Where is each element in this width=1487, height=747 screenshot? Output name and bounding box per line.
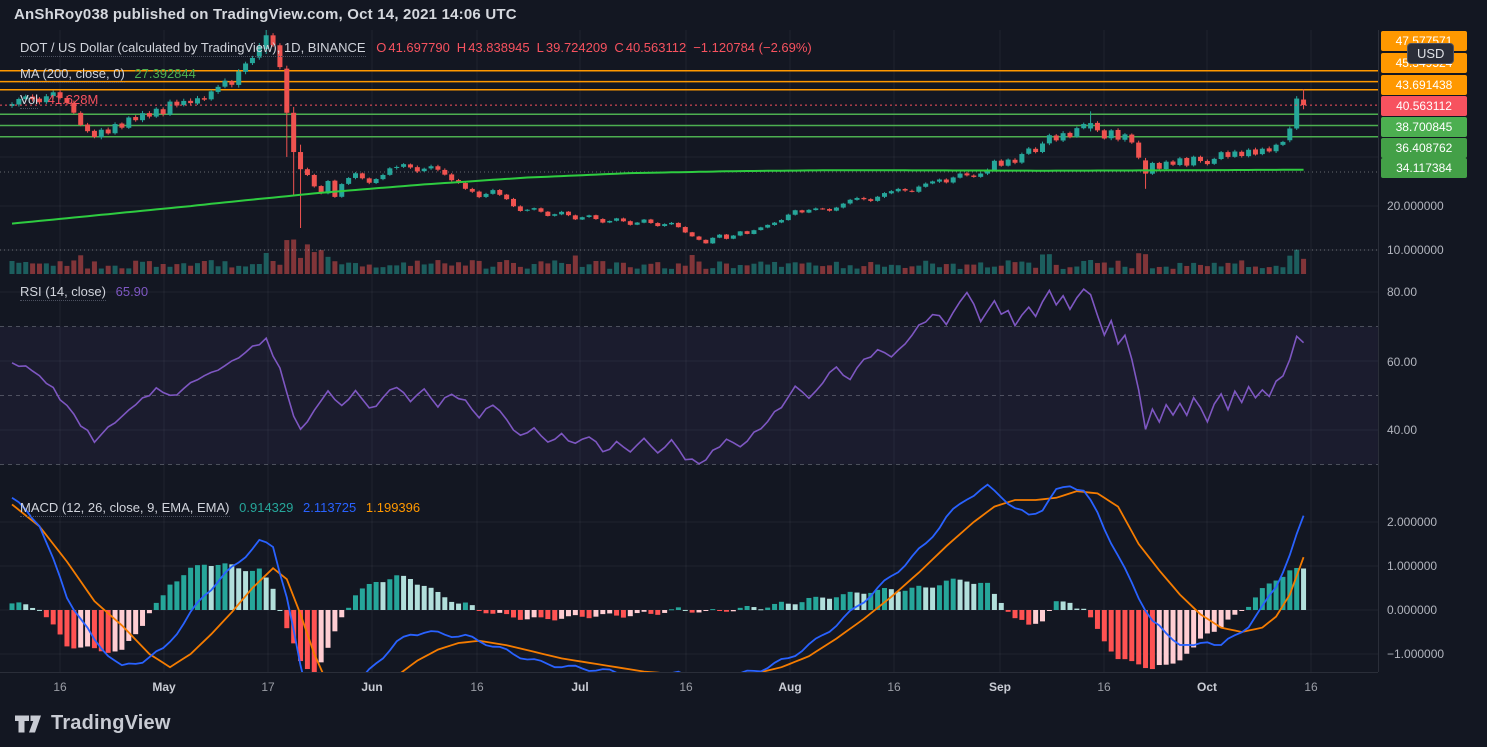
macd-signal-value: 1.199396 bbox=[365, 500, 421, 515]
volume-legend-label[interactable]: Vol bbox=[20, 92, 39, 109]
scale-label: 0.000000 bbox=[1387, 603, 1438, 617]
macd-chart-canvas[interactable] bbox=[0, 466, 1378, 672]
scale-label: 40.00 bbox=[1387, 423, 1418, 437]
rsi-chart-canvas[interactable] bbox=[0, 278, 1378, 466]
ma-value: 27.392844 bbox=[134, 66, 196, 81]
change-value: −1.120784 (−2.69%) bbox=[693, 40, 812, 55]
scale-label: −1.000000 bbox=[1387, 647, 1445, 661]
macd-line-value: 2.113725 bbox=[303, 500, 357, 515]
low-value: 39.724209 bbox=[545, 40, 608, 55]
scale-label: 20.000000 bbox=[1387, 199, 1444, 213]
time-tick-16: 16 bbox=[1097, 680, 1111, 694]
main-chart-canvas[interactable] bbox=[0, 30, 1378, 278]
symbol-title[interactable]: DOT / US Dollar (calculated by TradingVi… bbox=[20, 40, 366, 57]
macd-legend[interactable]: MACD (12, 26, close, 9, EMA, EMA) 0.9143… bbox=[20, 500, 421, 517]
open-value: 41.697790 bbox=[388, 40, 450, 55]
time-tick-16: 16 bbox=[679, 680, 693, 694]
time-axis[interactable]: 16 May 17 Jun 16 Jul 16 Aug 16 Sep 16 Oct 16 bbox=[0, 672, 1378, 701]
price-level-label: 40.563112 bbox=[1381, 96, 1467, 116]
time-tick-16: 16 bbox=[887, 680, 901, 694]
volume-legend[interactable]: Vol 41.628M bbox=[20, 92, 99, 109]
macd-pane[interactable]: MACD (12, 26, close, 9, EMA, EMA) 0.9143… bbox=[0, 466, 1378, 673]
time-tick-jun: Jun bbox=[361, 680, 383, 694]
high-value: 43.838945 bbox=[468, 40, 530, 55]
price-level-label: 43.691438 bbox=[1381, 75, 1467, 95]
time-tick-17: 17 bbox=[261, 680, 275, 694]
publish-header: AnShRoy038 published on TradingView.com,… bbox=[14, 6, 517, 30]
publish-header-text: AnShRoy038 published on TradingView.com,… bbox=[14, 6, 517, 23]
time-tick-16: 16 bbox=[53, 680, 67, 694]
rsi-legend-label[interactable]: RSI (14, close) bbox=[20, 284, 106, 301]
main-price-pane[interactable]: DOT / US Dollar (calculated by TradingVi… bbox=[0, 30, 1378, 279]
volume-value: 41.628M bbox=[47, 92, 99, 107]
price-level-label: 36.408762 bbox=[1381, 138, 1467, 158]
time-tick-aug: Aug bbox=[778, 680, 802, 694]
scale-label: 2.000000 bbox=[1387, 515, 1438, 529]
time-tick-sep: Sep bbox=[988, 680, 1012, 694]
scale-label: 1.000000 bbox=[1387, 559, 1438, 573]
time-tick-may: May bbox=[152, 680, 176, 694]
rsi-legend[interactable]: RSI (14, close) 65.90 bbox=[20, 284, 149, 301]
currency-badge[interactable]: USD bbox=[1407, 43, 1455, 64]
time-tick-oct: Oct bbox=[1196, 680, 1218, 694]
tradingview-logo[interactable]: TradingView bbox=[14, 712, 171, 736]
close-value: 40.563112 bbox=[625, 40, 687, 55]
price-level-label: 34.117384 bbox=[1381, 158, 1467, 178]
time-tick-16: 16 bbox=[470, 680, 484, 694]
footer: TradingView bbox=[0, 700, 1487, 747]
rsi-pane[interactable]: RSI (14, close) 65.90 bbox=[0, 278, 1378, 467]
tradingview-logo-text: TradingView bbox=[51, 712, 171, 734]
tradingview-logo-icon bbox=[15, 715, 41, 732]
scale-label: 80.00 bbox=[1387, 285, 1418, 299]
macd-legend-label[interactable]: MACD (12, 26, close, 9, EMA, EMA) bbox=[20, 500, 230, 517]
scale-label: 10.000000 bbox=[1387, 243, 1444, 257]
ohlc-values: O 41.697790 H 43.838945 L 39.724209 C 40.563112… bbox=[376, 40, 812, 55]
price-scale[interactable]: USD 47.57757145.34952443.69143840.563112… bbox=[1378, 30, 1487, 672]
ma-legend-label[interactable]: MA (200, close, 0) bbox=[20, 66, 125, 83]
time-tick-16: 16 bbox=[1304, 680, 1318, 694]
scale-label: 60.00 bbox=[1387, 355, 1418, 369]
rsi-value: 65.90 bbox=[115, 284, 149, 299]
price-level-label: 38.700845 bbox=[1381, 117, 1467, 137]
time-tick-jul: Jul bbox=[571, 680, 589, 694]
symbol-legend[interactable]: DOT / US Dollar (calculated by TradingVi… bbox=[20, 40, 812, 57]
ma-legend[interactable]: MA (200, close, 0) 27.392844 bbox=[20, 66, 196, 83]
macd-hist-value: 0.914329 bbox=[239, 500, 294, 515]
